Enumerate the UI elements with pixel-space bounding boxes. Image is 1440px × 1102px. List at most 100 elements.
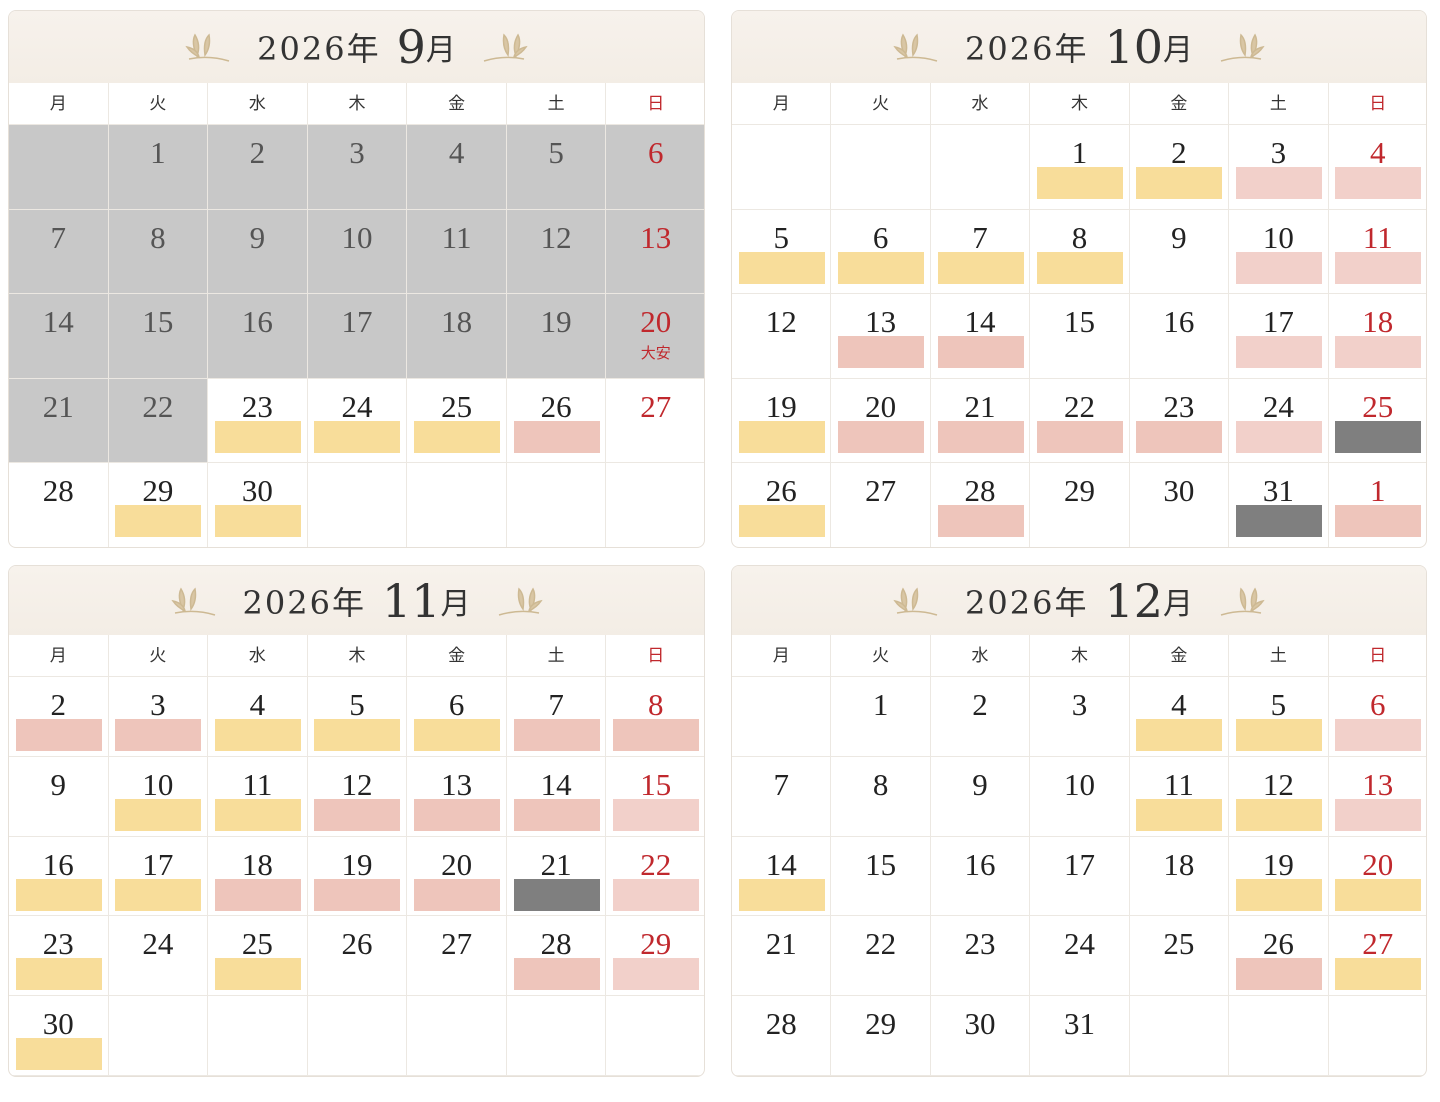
day-number: 11 [1163, 766, 1194, 802]
day-cell: 26 [307, 916, 408, 997]
weekday: 木 [1030, 635, 1130, 677]
day-number: 5 [773, 219, 789, 255]
day-cell [9, 125, 109, 210]
day-cell: 15 [831, 836, 931, 917]
leaf-ornament [170, 586, 215, 616]
day-cell [506, 996, 607, 1076]
year: 2026年 [242, 583, 366, 622]
day-cell: 1 [1328, 463, 1426, 547]
day-cell: 25 [208, 916, 308, 997]
day-cell: 13 [831, 294, 931, 379]
status-bar [15, 878, 102, 911]
day-number: 28 [964, 473, 996, 509]
weekday: 火 [108, 83, 209, 125]
day-cell: 24 [307, 378, 408, 464]
day-number: 7 [548, 687, 564, 722]
day-number: 6 [1370, 687, 1386, 722]
day-number: 16 [1163, 304, 1195, 340]
day-number: 29 [865, 1006, 897, 1042]
status-bar [115, 505, 202, 538]
day-number: 22 [640, 846, 672, 882]
day-cell: 7 [9, 209, 109, 295]
weekday: 日 [1328, 83, 1426, 125]
day-number: 26 [341, 926, 373, 962]
day-cell: 29 [606, 916, 704, 997]
weekday: 金 [407, 83, 507, 125]
day-cell: 10 [1229, 209, 1329, 295]
day-number: 29 [640, 926, 672, 962]
day-number: 15 [640, 766, 672, 802]
status-bar [414, 420, 501, 453]
weekday: 月 [732, 83, 832, 125]
day-number: 2 [249, 135, 266, 170]
day-cell: 23 [208, 378, 308, 464]
year: 2026年 [965, 30, 1089, 68]
day-number: 2 [1171, 135, 1187, 170]
day-number: 24 [1063, 926, 1095, 962]
weekday: 月 [9, 83, 109, 125]
day-number: 28 [540, 926, 572, 962]
day-number: 2 [972, 687, 988, 722]
day-cell: 6 [407, 677, 507, 757]
day-cell: 2 [1129, 125, 1230, 210]
status-bar [838, 251, 925, 284]
day-cell: 20 大安 [606, 294, 704, 379]
day-number: 4 [1171, 687, 1187, 722]
leaf-ornament [498, 586, 543, 616]
year: 2026年 [965, 583, 1089, 622]
day-cell: 28 [506, 916, 607, 997]
day-cell: 14 [930, 294, 1031, 379]
status-bar [513, 719, 600, 751]
status-bar [314, 878, 401, 911]
day-number: 28 [765, 1006, 797, 1042]
day-cell: 26 [732, 463, 832, 547]
day-cell: 11 [1328, 210, 1426, 295]
status-bar [314, 719, 401, 751]
day-number: 14 [765, 846, 797, 882]
day-number: 26 [540, 388, 572, 424]
day-number: 19 [341, 846, 373, 882]
day-number: 5 [548, 135, 564, 170]
day-cell: 14 [506, 756, 607, 837]
month-header: 2026年 10 月 [732, 11, 1426, 84]
day-number: 21 [540, 846, 572, 882]
day-cell [930, 125, 1031, 210]
weekday: 木 [307, 635, 408, 677]
day-number: 30 [241, 473, 273, 509]
day-number: 12 [1262, 766, 1294, 802]
day-number: 19 [540, 304, 572, 340]
status-bar [513, 420, 600, 453]
day-cell: 31 [1229, 463, 1329, 547]
day-note: 大安 [640, 344, 671, 363]
status-bar [1136, 167, 1223, 199]
weekday: 土 [506, 83, 607, 125]
day-cell: 7 [732, 756, 832, 837]
day-cell: 30 [1129, 463, 1230, 547]
day-number: 25 [1362, 388, 1394, 424]
status-bar [1235, 420, 1322, 453]
month-suffix: 月 [440, 586, 471, 622]
day-cell: 29 [831, 996, 931, 1076]
month-suffix: 月 [425, 33, 456, 68]
day-cell [307, 463, 408, 547]
status-bar [937, 336, 1024, 369]
day-cell: 2 [9, 677, 109, 757]
day-number: 12 [540, 219, 572, 255]
day-cell: 25 [407, 378, 507, 464]
day-cell [606, 996, 704, 1076]
day-number: 13 [441, 766, 473, 802]
day-number: 20 [1362, 846, 1394, 882]
day-number: 24 [142, 926, 174, 962]
day-number: 9 [50, 766, 67, 802]
day-cell: 28 [732, 996, 832, 1076]
day-cell: 23 [9, 916, 109, 997]
day-number: 25 [241, 926, 273, 962]
status-bar [115, 798, 202, 831]
weekday: 月 [9, 635, 109, 677]
day-number: 31 [1262, 473, 1294, 509]
day-cell: 21 [9, 378, 109, 464]
day-cell: 14 [732, 836, 832, 917]
day-number: 17 [1262, 304, 1294, 340]
day-cell: 3 [1229, 125, 1329, 210]
day-number: 20 [865, 388, 897, 424]
